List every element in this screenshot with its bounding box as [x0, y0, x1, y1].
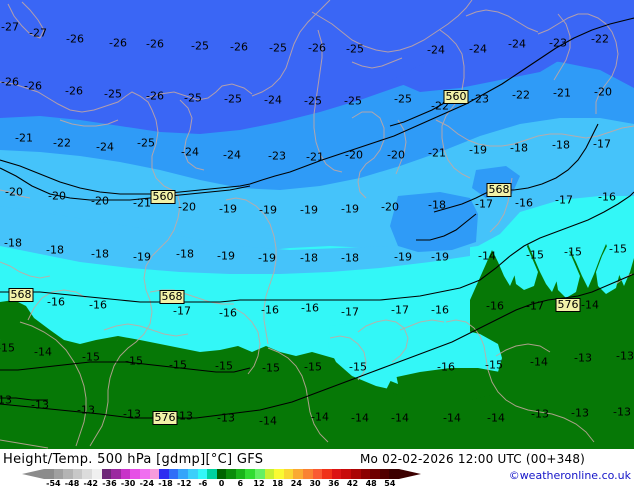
- coastline-layer: [0, 0, 634, 449]
- color-scale-swatch: [379, 469, 390, 479]
- color-scale-swatch: [72, 469, 83, 479]
- color-scale-swatch: [130, 469, 140, 479]
- color-scale-swatch: [360, 469, 371, 479]
- color-scale[interactable]: -54 -48 -42 -36 -30 -24 -18 -12 -6 0 6 12 18 24 30 36 42…: [22, 469, 422, 490]
- color-scale-swatch: [44, 469, 54, 479]
- color-scale-swatch: [216, 469, 227, 479]
- color-scale-swatch: [226, 469, 236, 479]
- color-scale-swatch: [149, 469, 160, 479]
- contour-layer: [0, 17, 634, 419]
- color-scale-tick: -42: [83, 479, 98, 488]
- weather-map-canvas[interactable]: -27 -27 -26 -26 -26 -25 -26 -25 -26 -25 -24 -24 -24-…: [0, 0, 634, 449]
- color-scale-swatch: [245, 469, 256, 479]
- color-scale-tick-labels: -54 -48 -42 -36 -30 -24 -18 -12 -6 0 6 12 18 24 30 36 42…: [22, 479, 395, 490]
- color-scale-tick: 48: [365, 479, 377, 488]
- color-scale-tick: 6: [237, 479, 244, 488]
- color-scale-tick: 42: [346, 479, 359, 488]
- color-scale-left-arrow: [22, 469, 44, 479]
- color-scale-swatch: [178, 469, 188, 479]
- color-scale-swatch: [312, 469, 323, 479]
- color-scale-swatch: [159, 469, 169, 479]
- color-scale-tick: 54: [384, 479, 396, 488]
- color-scale-swatch: [264, 469, 275, 479]
- color-scale-swatch: [63, 469, 73, 479]
- color-scale-tick: 24: [290, 479, 302, 488]
- color-scale-swatch: [283, 469, 294, 479]
- color-scale-swatch: [331, 469, 342, 479]
- color-scale-swatch: [82, 469, 92, 479]
- color-scale-tick: -6: [198, 479, 208, 488]
- color-scale-swatch: [293, 469, 304, 479]
- color-scale-swatch: [91, 469, 102, 479]
- color-scale-tick: 30: [309, 479, 321, 488]
- product-title: Height/Temp. 500 hPa [gdmp][°C] GFS: [3, 452, 264, 467]
- color-scale-swatch: [101, 469, 112, 479]
- color-scale-swatch: [255, 469, 265, 479]
- color-scale-swatch: [341, 469, 351, 479]
- color-scale-swatch: [370, 469, 380, 479]
- color-scale-swatch: [168, 469, 179, 479]
- color-scale-swatches: [44, 469, 399, 479]
- temperature-band-green: [0, 244, 634, 449]
- color-scale-tick: 36: [328, 479, 340, 488]
- color-scale-swatch: [111, 469, 121, 479]
- color-scale-tick: -12: [176, 479, 192, 488]
- color-scale-tick: -18: [158, 479, 173, 488]
- color-scale-tick: 0: [218, 479, 225, 488]
- color-scale-tick: 12: [253, 479, 265, 488]
- color-scale-tick: 18: [272, 479, 284, 488]
- color-scale-tick: -24: [139, 479, 155, 488]
- color-scale-tick: -54: [46, 479, 61, 488]
- color-scale-swatch: [120, 469, 131, 479]
- color-scale-swatch: [197, 469, 208, 479]
- color-scale-swatch: [389, 469, 399, 479]
- color-scale-swatch: [303, 469, 313, 479]
- color-scale-swatch: [53, 469, 64, 479]
- color-scale-swatch: [207, 469, 217, 479]
- copyright-credit: ©weatheronline.co.uk: [508, 469, 631, 482]
- color-scale-tick: -30: [120, 479, 136, 488]
- color-scale-swatch: [235, 469, 246, 479]
- color-scale-swatch: [139, 469, 150, 479]
- map-footer: Height/Temp. 500 hPa [gdmp][°C] GFS Mo 0…: [0, 449, 634, 490]
- color-scale-swatch: [187, 469, 198, 479]
- model-run-timestamp: Mo 02-02-2026 12:00 UTC (00+348): [360, 452, 586, 466]
- color-scale-tick: -36: [102, 479, 117, 488]
- map-layers: [0, 0, 634, 449]
- color-scale-right-arrow: [399, 469, 422, 479]
- color-scale-swatch: [322, 469, 332, 479]
- color-scale-tick: -48: [64, 479, 80, 488]
- color-scale-swatch: [274, 469, 284, 479]
- color-scale-swatch: [351, 469, 361, 479]
